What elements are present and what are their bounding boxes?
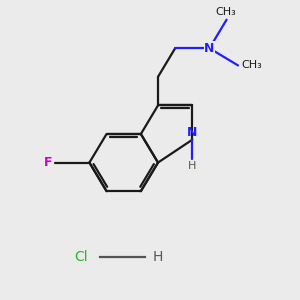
Text: H: H (152, 250, 163, 265)
Text: CH₃: CH₃ (215, 8, 236, 17)
Text: N: N (204, 42, 214, 55)
Text: H: H (188, 161, 196, 171)
Text: Cl: Cl (75, 250, 88, 265)
Text: N: N (187, 126, 197, 139)
Text: CH₃: CH₃ (242, 60, 262, 70)
Text: F: F (44, 156, 52, 169)
